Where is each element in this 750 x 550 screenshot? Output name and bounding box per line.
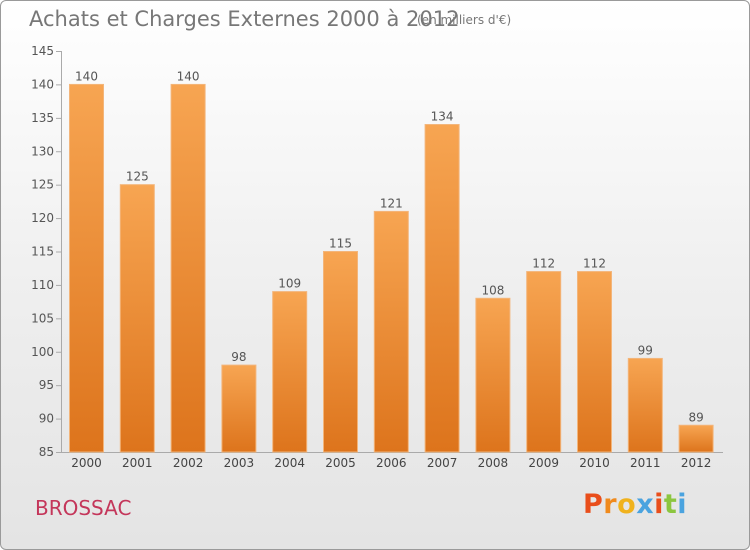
bar-2001 (119, 184, 155, 453)
bar-2004 (272, 291, 308, 453)
data-label: 115 (329, 237, 352, 251)
logo-letter: o (617, 489, 637, 520)
y-tick-label: 135 (31, 111, 54, 125)
data-label: 125 (126, 170, 149, 184)
data-label: 140 (177, 69, 200, 83)
logo-letter: i (677, 489, 688, 520)
logo-letter: P (583, 489, 604, 520)
x-tick-label: 2001 (122, 456, 153, 470)
bar-2003 (221, 364, 257, 453)
bar-2005 (323, 251, 358, 453)
y-tick-label: 100 (31, 345, 54, 359)
data-label: 89 (688, 410, 703, 424)
y-tick-label: 110 (31, 278, 54, 292)
y-tick-label: 85 (39, 445, 54, 459)
y-tick-label: 125 (31, 178, 54, 192)
data-label: 134 (431, 110, 454, 124)
data-label: 99 (638, 343, 653, 357)
y-tick-label: 145 (31, 44, 54, 58)
data-label: 112 (583, 257, 606, 271)
logo-letter: x (636, 489, 655, 520)
data-label: 121 (380, 196, 403, 210)
logo-letter: i (654, 489, 664, 520)
y-tick-label: 115 (31, 245, 54, 259)
data-label: 109 (278, 277, 301, 291)
bar-2012 (678, 424, 714, 453)
y-tick-label: 140 (31, 77, 54, 91)
y-tick-label: 130 (31, 144, 54, 158)
y-tick-label: 105 (31, 311, 54, 325)
y-tick-label: 95 (39, 378, 54, 392)
bar-2007 (424, 124, 460, 453)
chart-subtitle: (en milliers d'€) (417, 13, 512, 27)
x-tick-label: 2007 (427, 456, 458, 470)
bar-2000 (69, 83, 104, 453)
logo-letter: r (603, 489, 618, 520)
x-tick-label: 2000 (71, 456, 102, 470)
x-tick-label: 2002 (173, 456, 204, 470)
x-tick-label: 2010 (579, 456, 610, 470)
data-label: 108 (481, 283, 504, 297)
logo-letter: t (663, 489, 678, 520)
data-label: 140 (75, 69, 98, 83)
chart-title: Achats et Charges Externes 2000 à 2012 (29, 7, 460, 31)
x-tick-label: 2005 (325, 456, 356, 470)
bar-2002 (170, 83, 206, 453)
data-label: 98 (231, 350, 246, 364)
x-tick-label: 2008 (478, 456, 509, 470)
bar-2009 (526, 271, 562, 453)
place-name: BROSSAC (35, 496, 132, 520)
bar-2010 (577, 271, 612, 453)
bar-2006 (373, 210, 409, 453)
x-tick-label: 2006 (376, 456, 407, 470)
bar-2008 (475, 297, 511, 453)
x-tick-label: 2003 (224, 456, 255, 470)
y-tick-label: 120 (31, 211, 54, 225)
bar-2011 (627, 357, 663, 453)
x-tick-label: 2012 (681, 456, 712, 470)
x-tick-label: 2009 (528, 456, 559, 470)
x-tick-label: 2004 (274, 456, 305, 470)
data-label: 112 (532, 257, 555, 271)
proxiti-logo: Proxiti (583, 489, 687, 520)
x-tick-label: 2011 (630, 456, 661, 470)
y-tick-label: 90 (39, 412, 54, 426)
